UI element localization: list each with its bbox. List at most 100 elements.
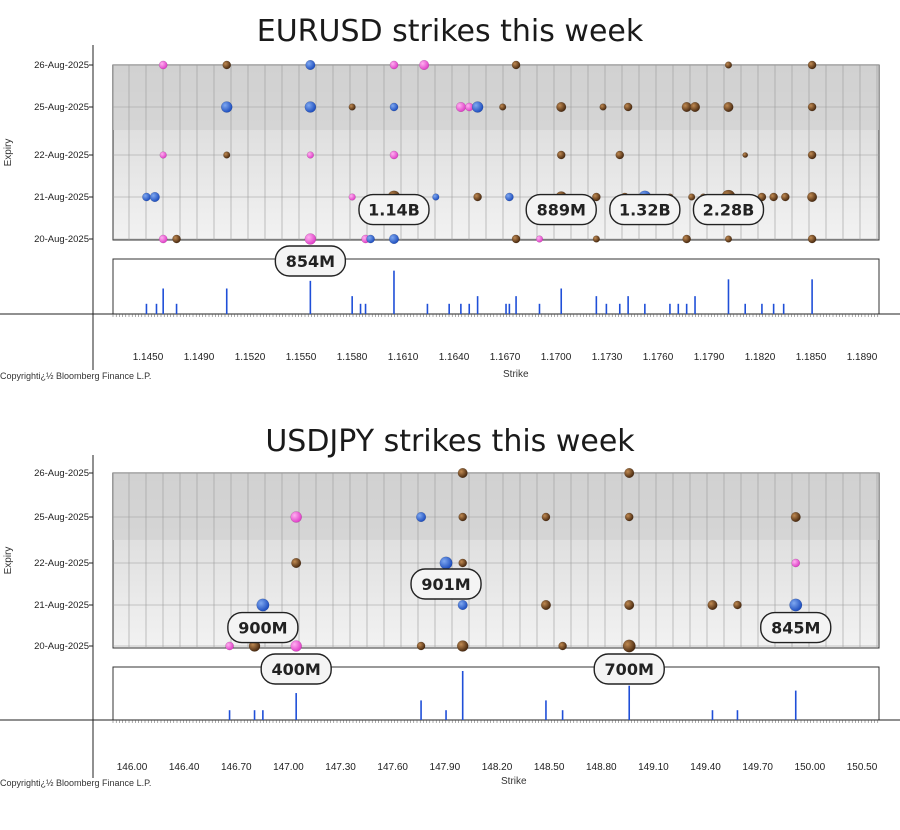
callout: 700M [593,653,665,685]
brown-bubble [781,192,790,202]
x-tick-label: 148.50 [534,762,565,773]
x-tick-label: 147.00 [273,762,304,773]
x-tick-label: 148.20 [482,762,513,773]
pink-bubble [304,233,317,245]
callout-box [760,611,832,644]
blue-bubble [366,234,375,244]
brown-bubble [723,101,734,113]
callout: 901M [410,568,482,600]
chart-title: USDJPY strikes this week [265,424,635,459]
x-tick-label: 1.1610 [388,352,419,363]
x-tick-label: 1.1760 [643,352,674,363]
callout-box [410,568,482,600]
callout-box [593,653,665,685]
pink-bubble [389,60,399,70]
pink-bubble [389,150,399,160]
callout-label: 1.32B [619,201,671,220]
brown-bubble [592,235,600,243]
x-axis-label: Strike [503,369,529,380]
pink-bubble [290,640,302,652]
brown-bubble [790,511,801,523]
blue-bubble [457,599,468,611]
x-tick-label: 1.1490 [184,352,215,363]
weekend-band [113,65,879,130]
brown-bubble [682,234,691,244]
volume-panel [112,666,880,721]
blue-bubble [389,102,399,112]
x-tick-label: 1.1670 [490,352,521,363]
brown-bubble [172,234,181,244]
brown-bubble [807,60,817,70]
blue-bubble [149,191,160,203]
pink-bubble [535,235,544,243]
pink-bubble [348,193,356,201]
x-tick-label: 1.1580 [337,352,368,363]
brown-bubble [688,193,696,201]
x-tick-label: 147.30 [325,762,356,773]
callout: 400M [260,653,332,685]
x-tick-label: 146.00 [117,762,148,773]
x-tick-label: 150.50 [847,762,878,773]
brown-bubble [457,467,468,479]
brown-bubble [807,191,818,203]
brown-bubble [556,150,566,160]
brown-bubble [223,151,231,159]
y-tick-label: 26-Aug-2025 [34,60,89,71]
brown-bubble [769,192,778,202]
brown-bubble [733,600,742,610]
x-tick-label: 1.1790 [694,352,725,363]
pink-bubble [419,59,430,71]
x-tick-label: 1.1450 [133,352,164,363]
callout-label: 2.28B [703,201,755,220]
callout-box [274,245,347,277]
y-axis-label: Expiry [3,547,14,575]
x-tick-label: 149.70 [742,762,773,773]
callout: 1.32B [609,193,681,226]
callout-box [609,193,681,226]
brown-bubble [807,234,817,244]
callout-label: 901M [421,575,470,594]
callout: 854M [274,245,347,277]
callout-label: 854M [286,252,335,271]
brown-bubble [624,512,634,522]
y-tick-label: 22-Aug-2025 [34,558,89,569]
brown-bubble [623,102,633,112]
blue-bubble [789,598,803,612]
brown-bubble [348,103,356,111]
callout-box [227,611,299,644]
brown-bubble [511,234,521,244]
blue-bubble [432,193,440,201]
x-axis-label: Strike [501,776,527,787]
x-tick-label: 1.1730 [592,352,623,363]
x-tick-label: 146.70 [221,762,252,773]
y-tick-label: 25-Aug-2025 [34,512,89,523]
callout-box [260,653,332,685]
brown-bubble [690,101,701,113]
brown-bubble [458,512,467,522]
brown-bubble [458,558,467,568]
x-tick-label: 147.90 [430,762,461,773]
callout: 889M [525,193,597,226]
callout-label: 900M [238,619,287,638]
callout: 900M [227,611,299,644]
blue-bubble [471,101,484,113]
y-tick-label: 22-Aug-2025 [34,150,89,161]
chart-title: EURUSD strikes this week [256,14,644,49]
copyright-text: Copyrighti¿½ Bloomberg Finance L.P. [0,371,152,381]
callout: 845M [760,611,832,644]
brown-bubble [622,639,636,653]
callout-label: 845M [771,619,820,638]
x-tick-label: 149.10 [638,762,669,773]
pink-bubble [225,641,234,651]
weekend-band [113,473,879,540]
brown-bubble [556,101,567,113]
x-tick-label: 148.80 [586,762,617,773]
brown-bubble [807,150,817,160]
brown-bubble [499,103,507,111]
x-tick-label: 149.40 [690,762,721,773]
callout-label: 889M [537,201,586,220]
callout-label: 700M [605,660,654,679]
x-tick-label: 147.60 [377,762,408,773]
brown-bubble [592,192,601,202]
